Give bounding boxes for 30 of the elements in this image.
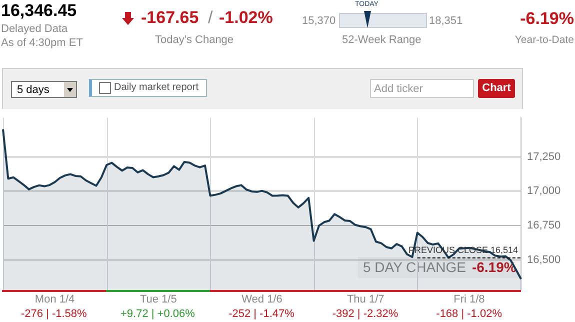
text: -276 | -1.58% bbox=[20, 308, 88, 320]
text: +9.72 | +0.06% bbox=[119, 308, 196, 320]
text: Year-to-Date bbox=[514, 34, 574, 46]
x-tick-label: Tue 1/5 bbox=[140, 294, 177, 306]
x-tick-label: Wed 1/6 bbox=[242, 294, 282, 306]
text: / bbox=[208, 8, 213, 28]
text: Delayed Data bbox=[1, 23, 68, 35]
text: 15,370 bbox=[302, 15, 336, 27]
text: Daily market report bbox=[114, 82, 198, 93]
text: As of 4:30pm ET bbox=[1, 37, 83, 49]
x-tick-label: Fri 1/8 bbox=[454, 294, 485, 306]
text: Today's Change bbox=[155, 34, 234, 46]
ticker-input: Add ticker bbox=[370, 79, 474, 98]
text: -252 | -1.47% bbox=[228, 308, 296, 320]
x-tick-label: Thu 1/7 bbox=[346, 294, 384, 306]
y-tick-label: 16,750 bbox=[527, 219, 561, 232]
annotation: 5 DAY CHANGE bbox=[363, 259, 466, 275]
text: 52-Week Range bbox=[342, 34, 422, 46]
chart-button: Chart bbox=[478, 79, 515, 98]
text: -392 | -2.32% bbox=[331, 308, 400, 320]
text: 16,346.45 bbox=[1, 1, 77, 21]
y-tick-label: 16,500 bbox=[527, 254, 561, 266]
y-tick-label: 17,000 bbox=[527, 185, 561, 198]
text: -6.19% bbox=[520, 9, 574, 29]
x-tick-label: Mon 1/4 bbox=[34, 294, 75, 306]
text: -167.65 bbox=[141, 8, 199, 28]
y-tick-label: 17,250 bbox=[527, 150, 561, 163]
text: 18,351 bbox=[429, 15, 463, 27]
text: -168 | -1.02% bbox=[435, 308, 503, 320]
text: -1.02% bbox=[219, 8, 273, 28]
